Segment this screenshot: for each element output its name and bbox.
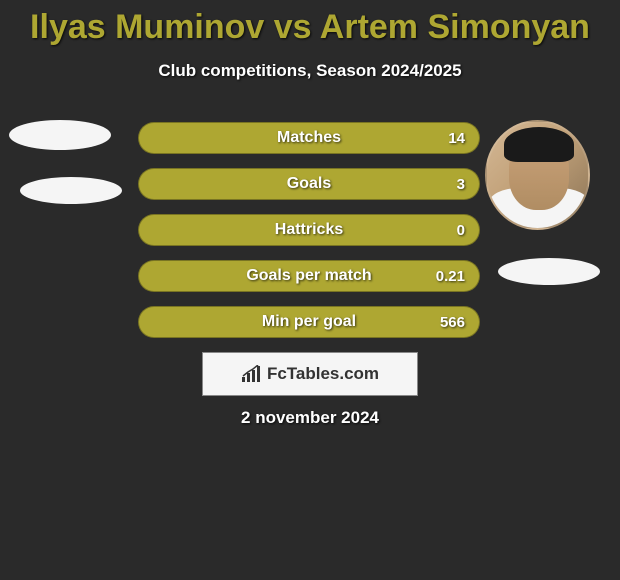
stat-bar: Goals 3 [138, 168, 480, 200]
page-title: Ilyas Muminov vs Artem Simonyan [0, 0, 620, 47]
stat-bar-value: 3 [457, 176, 465, 193]
stat-bar-value: 0.21 [436, 268, 465, 285]
player-right-avatar [485, 120, 590, 230]
logo-box: FcTables.com [202, 352, 418, 396]
stat-bar-value: 566 [440, 314, 465, 331]
player-left-shadow-1 [9, 120, 111, 150]
subtitle: Club competitions, Season 2024/2025 [0, 61, 620, 81]
stat-bar-value: 14 [448, 130, 465, 147]
stat-bars: Matches 14 Goals 3 Hattricks 0 Goals per match… [138, 122, 480, 352]
stat-bar-value: 0 [457, 222, 465, 239]
date-label: 2 november 2024 [241, 408, 379, 428]
stat-bar-label: Goals [287, 175, 331, 193]
stat-bar: Goals per match 0.21 [138, 260, 480, 292]
player-right-shadow [498, 258, 600, 285]
stat-bar: Matches 14 [138, 122, 480, 154]
stat-bar-label: Goals per match [246, 267, 371, 285]
chart-icon [241, 365, 263, 383]
stat-bar-label: Matches [277, 129, 341, 147]
logo-text: FcTables.com [267, 364, 379, 384]
player-left-shadow-2 [20, 177, 122, 204]
stat-bar-label: Min per goal [262, 313, 356, 331]
stat-bar-label: Hattricks [275, 221, 343, 239]
stat-bar: Min per goal 566 [138, 306, 480, 338]
stat-bar: Hattricks 0 [138, 214, 480, 246]
